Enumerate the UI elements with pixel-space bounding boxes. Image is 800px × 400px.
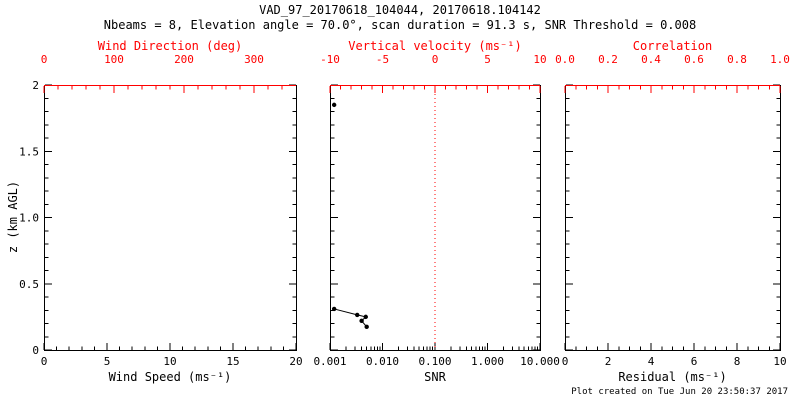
wind-speed-axis-label: Wind Speed (ms⁻¹) [108,370,232,384]
correlation-axis-label: Correlation [632,39,713,53]
svg-text:1.0: 1.0 [19,212,39,225]
wind-direction-axis-label: Wind Direction (deg) [97,39,243,53]
svg-text:0.100: 0.100 [418,355,451,368]
svg-text:-10: -10 [320,53,340,66]
svg-text:1.0: 1.0 [770,53,790,66]
svg-text:10: 10 [773,355,786,368]
svg-text:0.001: 0.001 [313,355,346,368]
svg-text:6: 6 [691,355,698,368]
svg-text:5: 5 [484,53,491,66]
svg-text:0: 0 [432,53,439,66]
plot-subtitle: Nbeams = 8, Elevation angle = 70.0°, sca… [103,18,697,32]
svg-text:0.4: 0.4 [641,53,661,66]
plot-title: VAD_97_20170618_104044, 20170618.104142 [259,3,541,17]
svg-text:0: 0 [32,344,39,357]
svg-text:4: 4 [648,355,655,368]
panel-wind-axes: 00.51.01.520 5 10 15 200 100 200 300 [19,53,303,368]
svg-text:0.2: 0.2 [598,53,618,66]
svg-text:20: 20 [289,355,302,368]
svg-text:0.8: 0.8 [727,53,747,66]
panel-residual-axes: 0 2 4 6 8 10 0.0 0.2 0.4 0.6 0.8 1.0 [555,53,790,368]
plot-timestamp: Plot created on Tue Jun 20 23:50:37 2017 [571,387,788,397]
svg-text:100: 100 [104,53,124,66]
svg-text:1.000: 1.000 [471,355,504,368]
svg-text:0: 0 [562,355,569,368]
svg-text:0: 0 [41,53,48,66]
vertical-velocity-axis-label: Vertical velocity (ms⁻¹) [348,39,522,53]
panel-snr-series [331,86,436,349]
svg-text:10.000: 10.000 [520,355,560,368]
svg-text:0.0: 0.0 [555,53,575,66]
svg-text:300: 300 [244,53,264,66]
svg-text:8: 8 [734,355,741,368]
residual-axis-label: Residual (ms⁻¹) [618,370,727,384]
svg-text:0.6: 0.6 [684,53,704,66]
svg-text:10: 10 [163,355,176,368]
svg-text:2: 2 [605,355,612,368]
svg-text:15: 15 [226,355,239,368]
svg-text:0.5: 0.5 [19,278,39,291]
z-axis-label: z (km AGL) [6,180,20,254]
svg-text:10: 10 [533,53,546,66]
svg-text:5: 5 [104,355,111,368]
panel-snr-axes: 0.001 0.010 0.100 1.000 10.000 -10 -5 0 5 10 [313,53,559,368]
svg-text:2: 2 [32,79,39,92]
snr-axis-label: SNR [424,370,446,384]
svg-text:0.010: 0.010 [366,355,399,368]
svg-text:0: 0 [41,355,48,368]
svg-text:1.5: 1.5 [19,145,39,158]
svg-text:-5: -5 [376,53,389,66]
svg-text:200: 200 [174,53,194,66]
